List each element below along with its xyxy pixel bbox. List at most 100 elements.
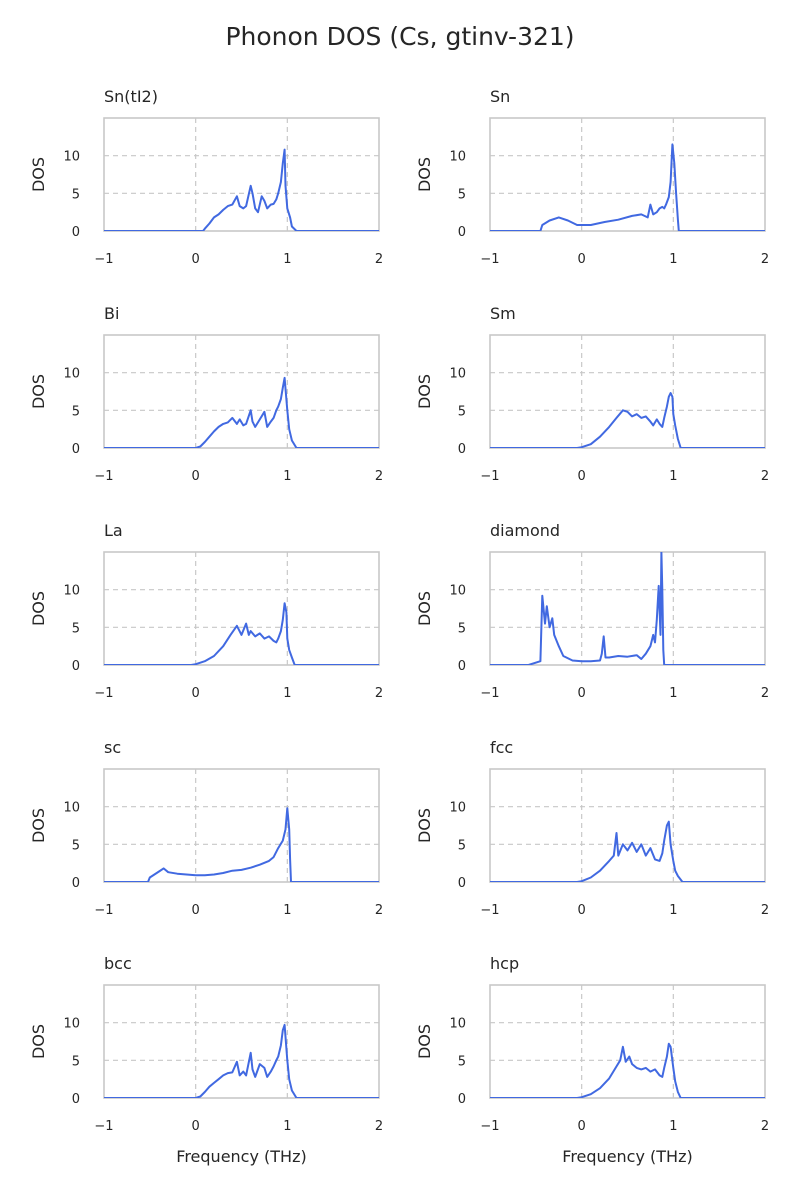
dos-series-line: [490, 820, 765, 882]
x-tick-label: 0: [192, 469, 200, 484]
x-tick-label: 0: [578, 903, 586, 918]
x-tick-label: 2: [761, 903, 769, 918]
panel-title: diamond: [490, 521, 560, 540]
y-tick-label: 10: [63, 801, 80, 816]
x-tick-label: 2: [375, 252, 383, 267]
panel-title: Sn: [490, 87, 510, 106]
plot-area: [103, 117, 380, 232]
x-tick-label: 1: [669, 1119, 677, 1134]
y-tick-label: 10: [449, 801, 466, 816]
y-tick-label: 0: [72, 659, 80, 674]
dos-panel: Sn 0 5 10 −1 0 1 2 DOS: [415, 87, 769, 267]
y-tick-label: 10: [449, 367, 466, 382]
dos-panel: sc 0 5 10 −1 0 1 2 DOS: [29, 738, 383, 918]
x-tick-label: −1: [94, 903, 113, 918]
plot-area: [103, 334, 380, 449]
panel-title: fcc: [490, 738, 513, 757]
y-axis-label: DOS: [29, 808, 48, 843]
panel-title: hcp: [490, 954, 519, 973]
x-tick-label: 1: [669, 686, 677, 701]
x-tick-label: 0: [192, 686, 200, 701]
dos-series-line: [104, 148, 379, 231]
y-tick-label: 0: [458, 225, 466, 240]
y-tick-label: 10: [449, 150, 466, 165]
x-tick-label: 2: [375, 469, 383, 484]
dos-panel: bcc 0 5 10 −1 0 1 2 DOS Frequency (THz): [29, 954, 383, 1166]
y-axis-label: DOS: [415, 591, 434, 626]
dos-panel: fcc 0 5 10 −1 0 1 2 DOS: [415, 738, 769, 918]
x-tick-label: 1: [283, 1119, 291, 1134]
dos-panel: Sm 0 5 10 −1 0 1 2 DOS: [415, 304, 769, 484]
dos-series-line: [490, 143, 765, 231]
dos-panel: Sn(tI2) 0 5 10 −1 0 1 2 DOS: [29, 87, 383, 267]
x-tick-label: −1: [94, 469, 113, 484]
x-tick-label: 0: [192, 903, 200, 918]
y-axis-label: DOS: [29, 374, 48, 409]
x-tick-label: 0: [578, 469, 586, 484]
dos-series-line: [490, 392, 765, 448]
y-axis-label: DOS: [415, 157, 434, 192]
x-tick-label: 2: [761, 1119, 769, 1134]
x-tick-label: 0: [578, 686, 586, 701]
y-tick-label: 5: [458, 1054, 466, 1069]
y-tick-label: 5: [458, 621, 466, 636]
y-axis-label: DOS: [29, 591, 48, 626]
x-tick-label: 1: [669, 252, 677, 267]
x-tick-label: 2: [761, 469, 769, 484]
x-tick-label: 2: [761, 252, 769, 267]
dos-panel: hcp 0 5 10 −1 0 1 2 DOS Frequency (THz): [415, 954, 769, 1166]
y-axis-label: DOS: [415, 808, 434, 843]
y-axis-label: DOS: [415, 374, 434, 409]
plot-area: [103, 984, 380, 1099]
x-tick-label: −1: [480, 469, 499, 484]
panel-title: bcc: [104, 954, 132, 973]
x-tick-label: 2: [375, 1119, 383, 1134]
y-axis-label: DOS: [29, 1024, 48, 1059]
panel-title: La: [104, 521, 123, 540]
figure-title: Phonon DOS (Cs, gtinv-321): [225, 22, 574, 51]
x-tick-label: 2: [761, 686, 769, 701]
y-tick-label: 10: [449, 584, 466, 599]
y-tick-label: 0: [458, 442, 466, 457]
y-tick-label: 5: [72, 621, 80, 636]
y-axis-label: DOS: [415, 1024, 434, 1059]
x-tick-label: −1: [480, 903, 499, 918]
plot-area: [489, 334, 766, 449]
y-tick-label: 10: [63, 1017, 80, 1032]
x-tick-label: 1: [669, 903, 677, 918]
dos-panel: diamond 0 5 10 −1 0 1 2 DOS: [415, 521, 769, 701]
x-tick-label: 1: [283, 686, 291, 701]
x-tick-label: 2: [375, 686, 383, 701]
x-tick-label: −1: [94, 252, 113, 267]
x-tick-label: 0: [192, 252, 200, 267]
x-tick-label: −1: [480, 686, 499, 701]
y-tick-label: 5: [458, 404, 466, 419]
panel-title: Sn(tI2): [104, 87, 158, 106]
y-tick-label: 5: [72, 404, 80, 419]
y-tick-label: 0: [458, 659, 466, 674]
x-tick-label: −1: [480, 252, 499, 267]
dos-panel: La 0 5 10 −1 0 1 2 DOS: [29, 521, 383, 701]
x-axis-label: Frequency (THz): [562, 1147, 692, 1166]
x-axis-label: Frequency (THz): [176, 1147, 306, 1166]
dos-series-line: [490, 552, 765, 665]
x-tick-label: 0: [192, 1119, 200, 1134]
y-tick-label: 10: [63, 150, 80, 165]
x-tick-label: −1: [94, 1119, 113, 1134]
y-tick-label: 5: [72, 838, 80, 853]
plot-area: [103, 768, 380, 883]
x-tick-label: 1: [283, 469, 291, 484]
dos-series-line: [104, 376, 379, 448]
dos-panel: Bi 0 5 10 −1 0 1 2 DOS: [29, 304, 383, 484]
y-tick-label: 5: [458, 838, 466, 853]
x-tick-label: 0: [578, 252, 586, 267]
plot-area: [489, 117, 766, 232]
x-tick-label: 1: [283, 903, 291, 918]
plot-area: [489, 984, 766, 1099]
y-tick-label: 0: [72, 442, 80, 457]
y-tick-label: 10: [63, 367, 80, 382]
y-tick-label: 5: [72, 187, 80, 202]
x-tick-label: 0: [578, 1119, 586, 1134]
